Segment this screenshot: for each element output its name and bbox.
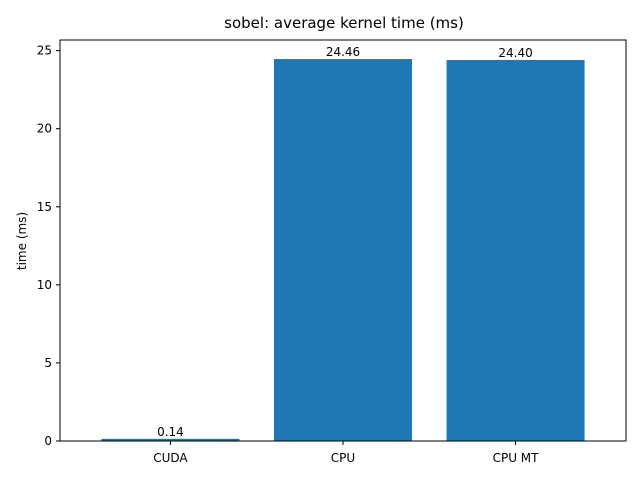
y-tick-label: 5 [44,356,52,370]
data-labels-layer: 0.14 24.46 24.40 [157,45,533,439]
x-tick-label: CPU MT [493,451,540,465]
plot-frame [59,39,627,442]
x-tick-label: CUDA [153,451,188,465]
y-tick-label: 0 [44,434,52,448]
bar-cuda [101,438,240,441]
y-tick-label: 25 [37,44,52,58]
bars-layer [101,59,585,441]
data-label: 24.40 [498,46,532,60]
bar-cpu [273,59,413,441]
chart-title: sobel: average kernel time (ms) [224,14,464,32]
y-tick-label: 10 [37,278,52,292]
x-axis-ticks: CUDA CPU CPU MT [153,441,539,465]
bar-cpu-mt [446,59,585,441]
y-axis-label: time (ms) [15,212,29,270]
data-label: 24.46 [326,45,360,59]
y-tick-label: 20 [37,122,52,136]
y-axis-ticks: 0 5 10 15 20 25 [37,44,60,448]
data-label: 0.14 [157,425,184,439]
x-tick-label: CPU [331,451,355,465]
y-tick-label: 15 [37,200,52,214]
